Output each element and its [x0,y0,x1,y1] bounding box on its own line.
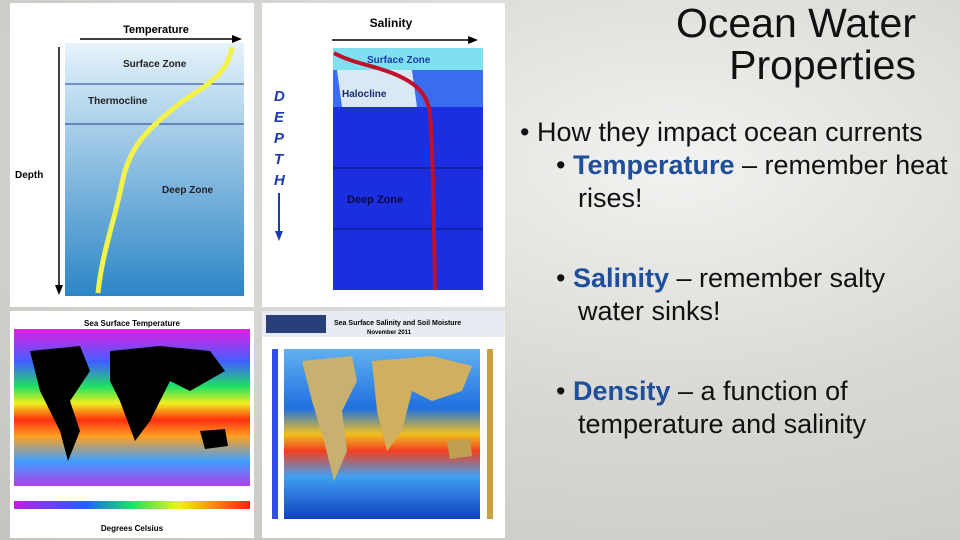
title-line: Ocean Water [675,0,916,46]
depth-letter: T [274,151,285,168]
zone-label: Deep Zone [347,194,403,206]
salinity-curve [333,51,437,291]
land [302,356,357,481]
zone-label: Surface Zone [367,55,431,66]
term: Temperature [572,150,735,180]
salinity-diagram: Salinity Surface Zone Halocline Deep Zon… [262,3,505,307]
zone-label: Thermocline [88,96,148,107]
map-subtitle: November 2011 [367,330,412,336]
sss-map: Sea Surface Salinity and Soil Moisture N… [262,311,505,538]
land [110,346,225,441]
halocline-band [337,70,417,107]
zone-label: Deep Zone [162,185,214,196]
deep-layer [333,107,483,290]
land [200,429,228,449]
depth-label: Depth [15,170,43,181]
depth-letter: H [274,172,286,189]
sss-svg: Sea Surface Salinity and Soil Moisture N… [262,311,505,519]
zone-label: Surface Zone [123,59,187,70]
zone-label: Halocline [342,89,387,100]
depth-letter: E [274,109,285,126]
bullet: • How they impact ocean currents [520,117,923,147]
arrowhead [232,35,242,43]
salinity-svg: Salinity Surface Zone Halocline Deep Zon… [274,16,483,291]
slide-title: Ocean Water Properties [676,2,916,86]
bullet-text: – remember salty water sinks! [578,263,886,326]
sub-bullet: • Salinity – remember salty water sinks! [556,263,886,326]
bullet-text: – a function of temperature and salinity [578,376,867,439]
arrowhead [468,36,478,44]
temperature-svg: Temperature Surface Zone Thermocline Dee… [15,24,244,296]
water [65,43,244,296]
land [372,356,472,451]
legend-label: Degrees Celsius [101,524,164,533]
color-bar [487,349,493,519]
logo [266,315,326,333]
term: Density [572,376,671,406]
map-title: Sea Surface Temperature [84,319,180,328]
land [30,346,90,461]
bullet-list: • How they impact ocean currents • Tempe… [520,116,950,441]
title-line: Properties [729,42,916,88]
temperature-curve [95,46,235,294]
sst-svg: Sea Surface Temperature Degrees Celsius [14,319,250,533]
depth-letter: P [274,130,285,147]
axis-label: Temperature [123,24,189,36]
map-title: Sea Surface Salinity and Soil Moisture [334,320,461,327]
sst-map: Sea Surface Temperature Degrees Celsius [10,311,254,538]
sub-bullet: • Density – a function of temperature an… [556,376,867,439]
arrowhead [55,285,63,295]
sub-bullet: • Temperature – remember heat rises! [556,150,948,213]
color-bar [14,501,250,509]
arrowhead [275,231,283,241]
land [447,439,472,459]
depth-letter: D [274,88,285,105]
antarctica [14,486,250,494]
temperature-diagram: Temperature Surface Zone Thermocline Dee… [10,3,254,307]
bullet-text: How they impact ocean currents [536,117,923,147]
term: Salinity [572,263,669,293]
color-bar [272,349,278,519]
bullet-text: – remember heat rises! [578,150,948,213]
axis-label: Salinity [370,16,413,30]
